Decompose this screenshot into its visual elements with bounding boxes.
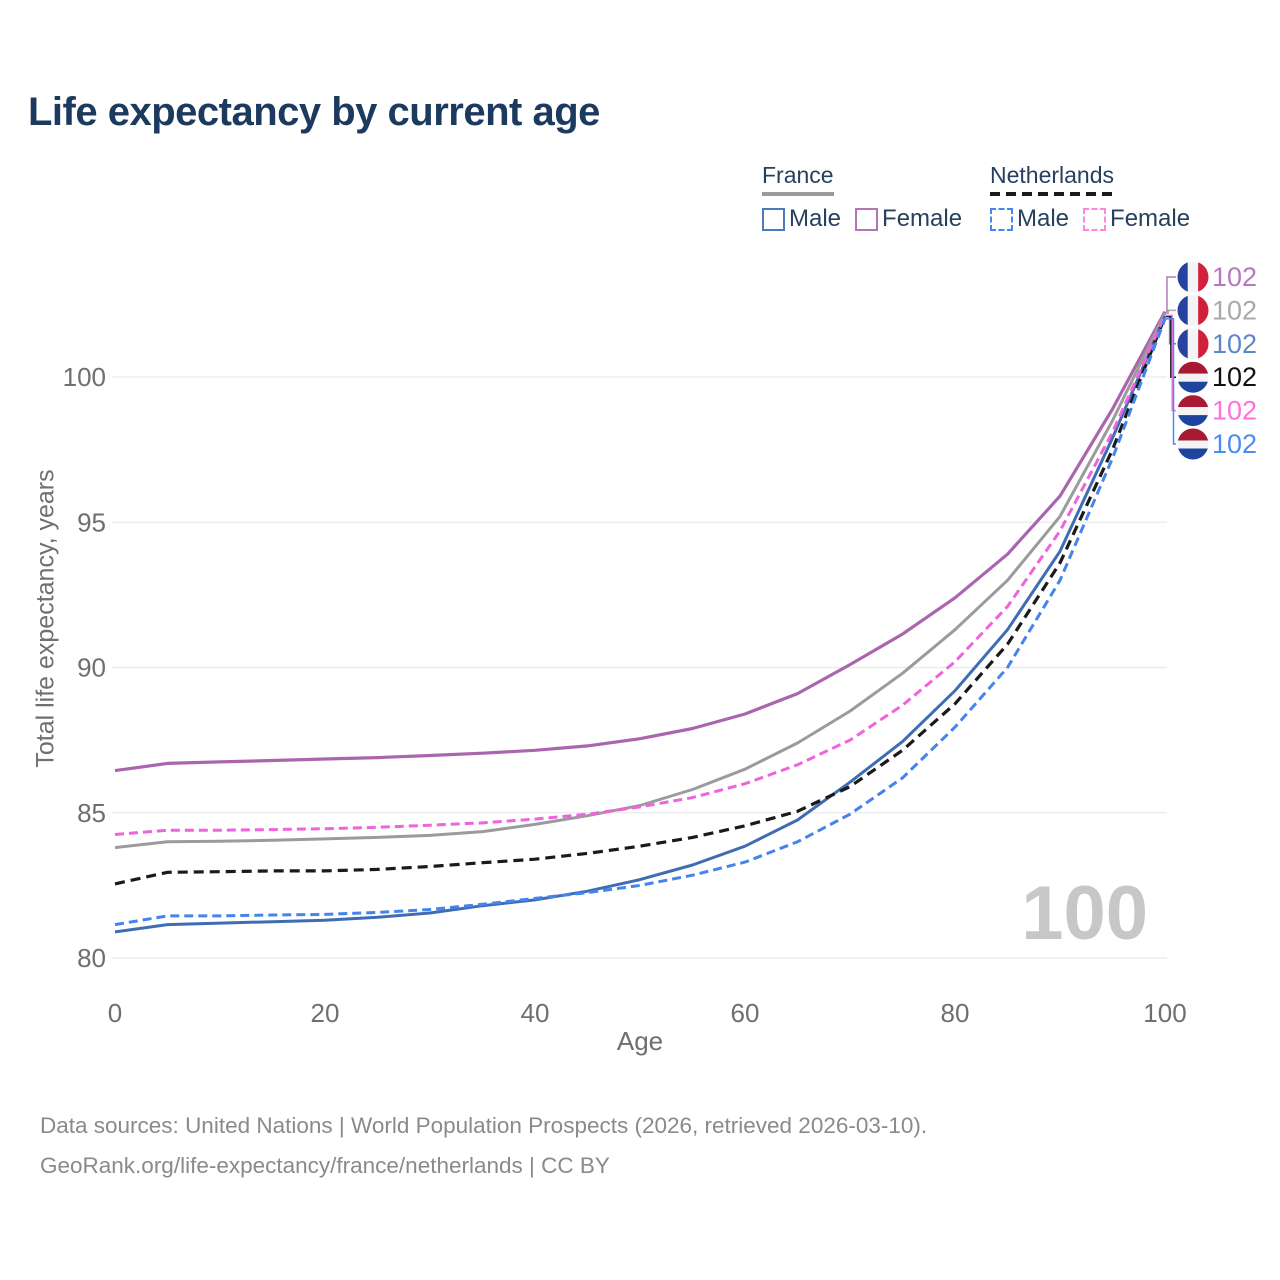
end-value-label-france-male: 102 [1212,329,1257,359]
end-value-label-netherlands-female: 102 [1212,396,1257,426]
end-value-label-netherlands-male: 102 [1212,429,1257,459]
leader-line-france-female [1166,276,1176,313]
netherlands-male-swatch [990,207,1013,231]
series-line-france-male[interactable] [114,315,1167,934]
series-line-netherlands[interactable] [114,316,1167,886]
legend-label-france-male: Male [789,205,842,232]
y-tick-label-90: 90 [77,653,106,683]
legend-france-items: Male Female [762,205,962,233]
legend-country-netherlands: Netherlands [990,162,1115,188]
leader-line-france [1166,309,1176,314]
y-tick-label-80: 80 [77,943,106,973]
x-tick-label-20: 20 [311,998,340,1028]
legend-label-france-female: Female [882,205,963,232]
legend-item-france-male[interactable]: Male [762,205,841,233]
y-tick-label-95: 95 [77,507,106,537]
footer: Data sources: United Nations | World Pop… [40,1106,1240,1186]
x-tick-label-100: 100 [1143,998,1186,1028]
legend-netherlands-header[interactable]: Netherlands [990,162,1115,196]
legend-netherlands-items: Male Female [990,205,1190,233]
netherlands-flag-icon [1177,395,1209,427]
france-male-swatch [762,207,785,231]
legend-france-header[interactable]: France [762,162,834,196]
series-line-france-female[interactable] [114,310,1167,773]
france-flag-icon [1177,261,1209,293]
end-value-label-france-female: 102 [1212,262,1257,292]
leader-line-netherlands-male [1166,318,1176,445]
france-line-style-swatch [762,192,834,196]
x-tick-label-40: 40 [521,998,550,1028]
legend-group-france: France Male Female [762,162,962,233]
x-axis-label: Age [616,1026,664,1056]
age-counter-watermark: 100 [1021,871,1148,956]
legend-group-netherlands: Netherlands Male Female [990,162,1190,233]
legend-country-france: France [762,162,834,188]
x-tick-label-0: 0 [108,998,122,1028]
y-tick-label-100: 100 [63,362,106,392]
x-tick-label-60: 60 [731,998,760,1028]
footer-data-sources: Data sources: United Nations | World Pop… [40,1113,928,1138]
series-line-netherlands-female[interactable] [114,314,1167,836]
netherlands-female-swatch [1083,207,1107,231]
legend-item-netherlands-male[interactable]: Male [990,205,1069,233]
leader-line-netherlands [1166,315,1176,378]
chart-title: Life expectancy by current age [28,90,600,134]
france-flag-icon [1177,328,1209,360]
legend-item-france-female[interactable]: Female [855,205,962,233]
france-female-swatch [855,207,879,231]
series-line-netherlands-male[interactable] [114,318,1167,927]
netherlands-flag-icon [1177,361,1209,393]
legend-label-netherlands-male: Male [1017,205,1070,232]
legend: France Male Female Netherlands [762,162,1262,242]
end-value-label-france: 102 [1212,295,1257,325]
x-tick-label-80: 80 [941,998,970,1028]
series-line-france[interactable] [114,312,1167,850]
legend-label-netherlands-female: Female [1110,205,1191,232]
netherlands-line-style-swatch [990,192,1115,196]
footer-attribution-url: GeoRank.org/life-expectancy/france/nethe… [40,1153,610,1178]
end-value-label-netherlands: 102 [1212,362,1257,392]
y-tick-label-85: 85 [77,798,106,828]
legend-item-netherlands-female[interactable]: Female [1083,205,1190,233]
netherlands-flag-icon [1177,428,1209,460]
france-flag-icon [1177,294,1209,326]
